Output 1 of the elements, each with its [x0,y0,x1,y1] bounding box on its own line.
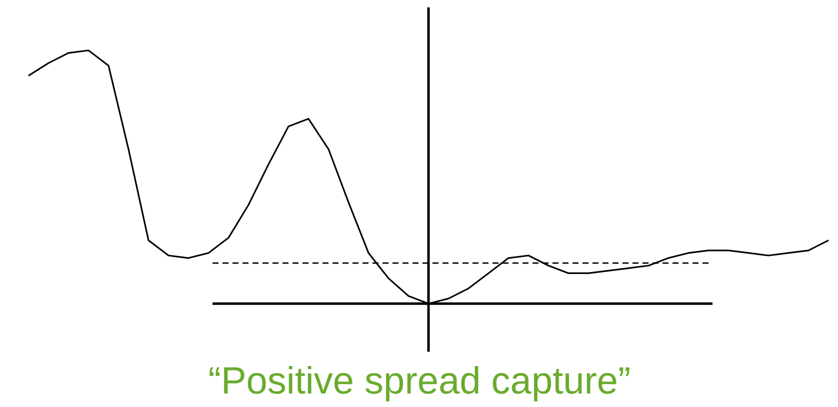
text: “Positive spread capture” [208,360,631,402]
